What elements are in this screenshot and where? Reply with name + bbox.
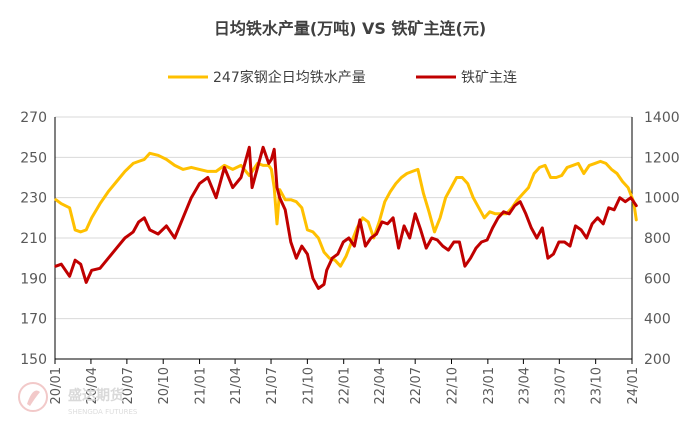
x-tick-label: 21/10	[301, 367, 316, 404]
x-tick-label: 23/01	[482, 367, 497, 404]
series-lines	[54, 145, 638, 290]
y-right-tick-label: 1200	[644, 150, 680, 166]
y-left-tick-label: 270	[20, 110, 47, 126]
legend: 247家钢企日均铁水产量 铁矿主连	[168, 69, 517, 86]
x-tick-label: 24/01	[626, 367, 641, 404]
y-left-tick-label: 250	[20, 150, 47, 166]
x-tick-label: 22/07	[409, 367, 424, 404]
watermark-flame-icon	[27, 390, 40, 406]
y-axis-right-ticks: 200 400 600 800 1000 1200 1400	[644, 110, 680, 368]
y-right-tick-label: 800	[644, 231, 671, 247]
x-tick-label: 22/04	[373, 367, 388, 404]
y-right-tick-label: 400	[644, 312, 671, 328]
watermark-brand: 盛达期货	[68, 387, 124, 404]
series-line-iron-output	[54, 151, 638, 268]
y-right-tick-label: 200	[644, 352, 671, 368]
watermark: 盛达期货 SHENGDA FUTURES	[18, 382, 138, 416]
x-tick-label: 23/07	[553, 367, 568, 404]
series-line-iron-ore	[54, 145, 638, 290]
x-tick-label: 23/04	[517, 367, 532, 404]
y-right-tick-label: 1000	[644, 191, 680, 207]
x-tick-label: 22/01	[338, 367, 353, 404]
x-tick-label: 20/10	[157, 367, 172, 404]
y-left-tick-label: 190	[20, 271, 47, 287]
x-tick-label: 20/01	[49, 367, 64, 404]
y-right-tick-label: 1400	[644, 110, 680, 126]
y-left-tick-label: 150	[20, 352, 47, 368]
x-tick-label: 23/10	[590, 367, 605, 404]
legend-label-iron-ore: 铁矿主连	[461, 70, 517, 86]
x-tick-label: 21/01	[194, 367, 209, 404]
x-tick-label: 21/04	[229, 367, 244, 404]
x-tick-label: 21/07	[265, 367, 280, 404]
x-axis-ticks: 20/01 20/04 20/07 20/10 21/01 21/04 21/07 21/10…	[49, 359, 641, 404]
y-right-tick-label: 600	[644, 271, 671, 287]
watermark-sub: SHENGDA FUTURES	[68, 408, 138, 416]
watermark-logo-icon	[18, 382, 48, 412]
x-tick-label: 20/04	[85, 367, 100, 404]
y-left-tick-label: 230	[20, 191, 47, 207]
x-tick-label: 20/07	[121, 367, 136, 404]
legend-label-iron-output: 247家钢企日均铁水产量	[213, 69, 366, 86]
chart-title: 日均铁水产量(万吨) VS 铁矿主连(元)	[214, 19, 486, 38]
y-left-tick-label: 170	[20, 312, 47, 328]
y-axis-left-ticks: 150 170 190 210 230 250 270	[20, 110, 47, 368]
x-tick-label: 22/10	[446, 367, 461, 404]
gridlines	[55, 116, 632, 320]
y-left-tick-label: 210	[20, 231, 47, 247]
